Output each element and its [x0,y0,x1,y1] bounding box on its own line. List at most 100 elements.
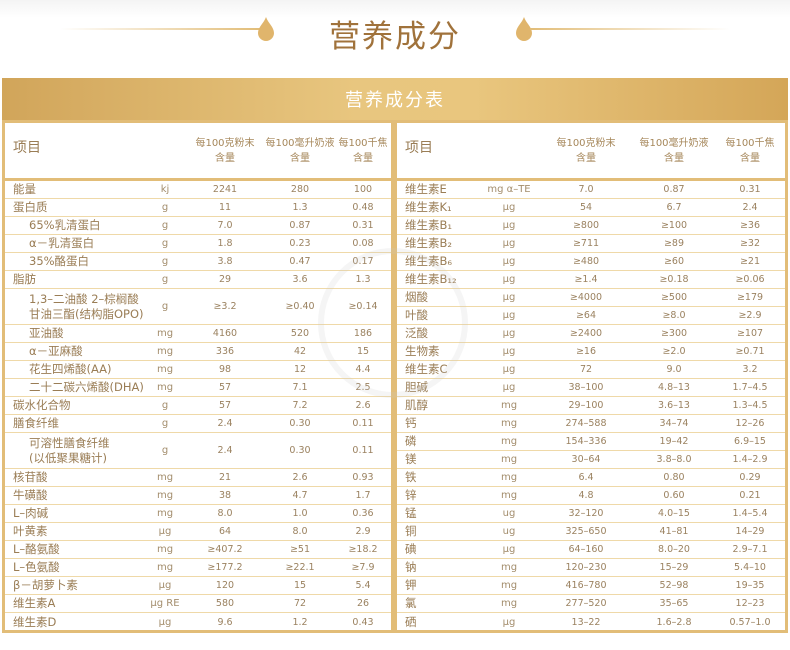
nutrient-name: 能量 [13,182,36,196]
nutrient-unit: mg α–TE [487,184,531,195]
nutrient-unit: g [161,220,169,231]
nutrient-name: 可溶性膳食纤维 (以低聚果糖计) [29,435,110,465]
nutrient-unit: mg [500,436,518,447]
droplet-icon-left [258,17,274,41]
table-banner: 营养成分表 [2,78,788,120]
table-row: 烟酸 μg ≥4000 ≥500 ≥179 [397,289,785,307]
value-per-100g: 38 [218,490,232,501]
value-per-100ml: 1.6–2.8 [656,616,692,628]
page-title: 营养成分 [329,19,461,55]
value-per-100kj: 186 [353,328,373,339]
table-row: 氯 mg 277–520 35–65 12–23 [397,595,785,613]
table-row: β－胡萝卜素 μg 120 15 5.4 [5,577,391,595]
value-per-100kj: 19–35 [735,580,765,591]
value-per-100ml: 0.47 [289,256,311,267]
value-per-100ml: ≥0.18 [659,274,689,285]
value-per-100ml: 0.87 [663,184,685,195]
value-per-100g: ≥4000 [569,292,603,303]
value-per-100kj: 1.7–4.5 [732,382,768,393]
value-per-100ml: 42 [293,346,307,357]
table-body: 能量 kj 2241 280 100 蛋白质 g 11 1.3 0.48 65%乳清蛋白 g 7.0 0.… [5,181,391,631]
nutrient-unit: mg [500,562,518,573]
nutrient-name: 牛磺酸 [13,488,48,502]
table-row: 镁 mg 30–64 3.8–8.0 1.4–2.9 [397,451,785,469]
nutrient-unit: μg [502,364,516,375]
nutrient-name: 胆碱 [405,380,428,394]
value-per-100ml: ≥22.1 [285,562,315,573]
value-per-100g: 154–336 [565,436,607,447]
nutrient-name: 锌 [405,488,417,502]
value-per-100g: 29 [218,274,232,285]
value-per-100ml: 3.6–13 [658,400,690,411]
value-per-100ml: 15 [293,580,307,591]
nutrient-unit: mg [156,544,174,555]
value-per-100g: 580 [215,598,235,609]
table-header: 项目 每100克粉末 含量 每100毫升奶液 含量 每100千焦 含量 [397,123,785,181]
value-per-100kj: 2.9–7.1 [732,544,768,555]
value-per-100g: 13–22 [571,616,601,628]
value-per-100ml: ≥300 [660,328,688,339]
nutrient-name: 膳食纤维 [13,416,59,430]
value-per-100ml: ≥8.0 [662,310,686,321]
nutrient-name: 维生素B₆ [405,254,452,268]
table-row: 维生素B₆ μg ≥480 ≥60 ≥21 [397,253,785,271]
value-per-100kj: ≥7.9 [351,562,375,573]
nutrient-name: 35%酪蛋白 [29,254,90,268]
value-per-100g: 64–160 [568,544,604,555]
value-per-100g: 277–520 [565,598,607,609]
value-per-100ml: ≥51 [289,544,311,555]
nutrient-unit: kj [160,184,170,195]
nutrient-unit: g [161,445,169,456]
value-per-100ml: 4.0–15 [658,508,690,519]
nutrient-name: β－胡萝卜素 [13,578,78,592]
nutrient-name: 钙 [405,416,417,430]
value-per-100ml: 0.30 [289,445,311,456]
value-per-100g: 32–120 [568,508,604,519]
value-per-100kj: 2.9 [355,526,371,537]
value-per-100kj: 15 [356,346,370,357]
table-row: 肌醇 mg 29–100 3.6–13 1.3–4.5 [397,397,785,415]
value-per-100ml: 7.2 [292,400,308,411]
value-per-100kj: 0.08 [352,238,374,249]
table-row: 铁 mg 6.4 0.80 0.29 [397,469,785,487]
nutrient-name: 维生素C [405,362,448,376]
header-per-100kj: 每100千焦 含量 [338,137,388,164]
value-per-100g: 54 [579,202,593,213]
table-row: 叶酸 μg ≥64 ≥8.0 ≥2.9 [397,307,785,325]
value-per-100g: ≥2400 [569,328,603,339]
nutrient-name: 维生素A [13,596,56,610]
header-item: 项目 [13,140,41,156]
value-per-100kj: ≥18.2 [348,544,378,555]
value-per-100ml: 0.87 [289,220,311,231]
nutrient-unit: μg [502,220,516,231]
value-per-100g: 2.4 [217,445,233,456]
nutrition-table-left: 项目 每100克粉末 含量 每100毫升奶液 含量 每100千焦 含量 能量 kj 224… [2,120,394,633]
table-row: 维生素D μg 9.6 1.2 0.43 [5,613,391,631]
value-per-100g: 6.4 [578,472,594,483]
value-per-100ml: 0.80 [663,472,685,483]
table-row: 磷 mg 154–336 19–42 6.9–15 [397,433,785,451]
value-per-100g: 72 [579,364,593,375]
nutrient-unit: mg [500,454,518,465]
value-per-100ml: 4.8–13 [658,382,690,393]
nutrient-name: 维生素B₁ [405,218,452,232]
nutrient-unit: g [161,202,169,213]
value-per-100kj: 6.9–15 [734,436,766,447]
value-per-100g: ≥177.2 [207,562,243,573]
value-per-100ml: 2.6 [292,472,308,483]
table-row: 维生素B₂ μg ≥711 ≥89 ≥32 [397,235,785,253]
table-row: L–肉碱 mg 8.0 1.0 0.36 [5,505,391,523]
nutrient-name: 生物素 [405,344,440,358]
table-row: 胆碱 μg 38–100 4.8–13 1.7–4.5 [397,379,785,397]
value-per-100ml: 0.30 [289,418,311,429]
value-per-100g: 120 [215,580,235,591]
nutrient-name: α－乳清蛋白 [29,236,95,250]
nutrient-unit: μg RE [150,598,180,609]
value-per-100g: 325–650 [565,526,607,537]
table-title: 营养成分表 [345,90,445,111]
value-per-100kj: 26 [356,598,370,609]
nutrient-unit: mg [156,562,174,573]
value-per-100g: 29–100 [568,400,604,411]
value-per-100kj: 14–29 [735,526,765,537]
value-per-100kj: ≥21 [739,256,761,267]
